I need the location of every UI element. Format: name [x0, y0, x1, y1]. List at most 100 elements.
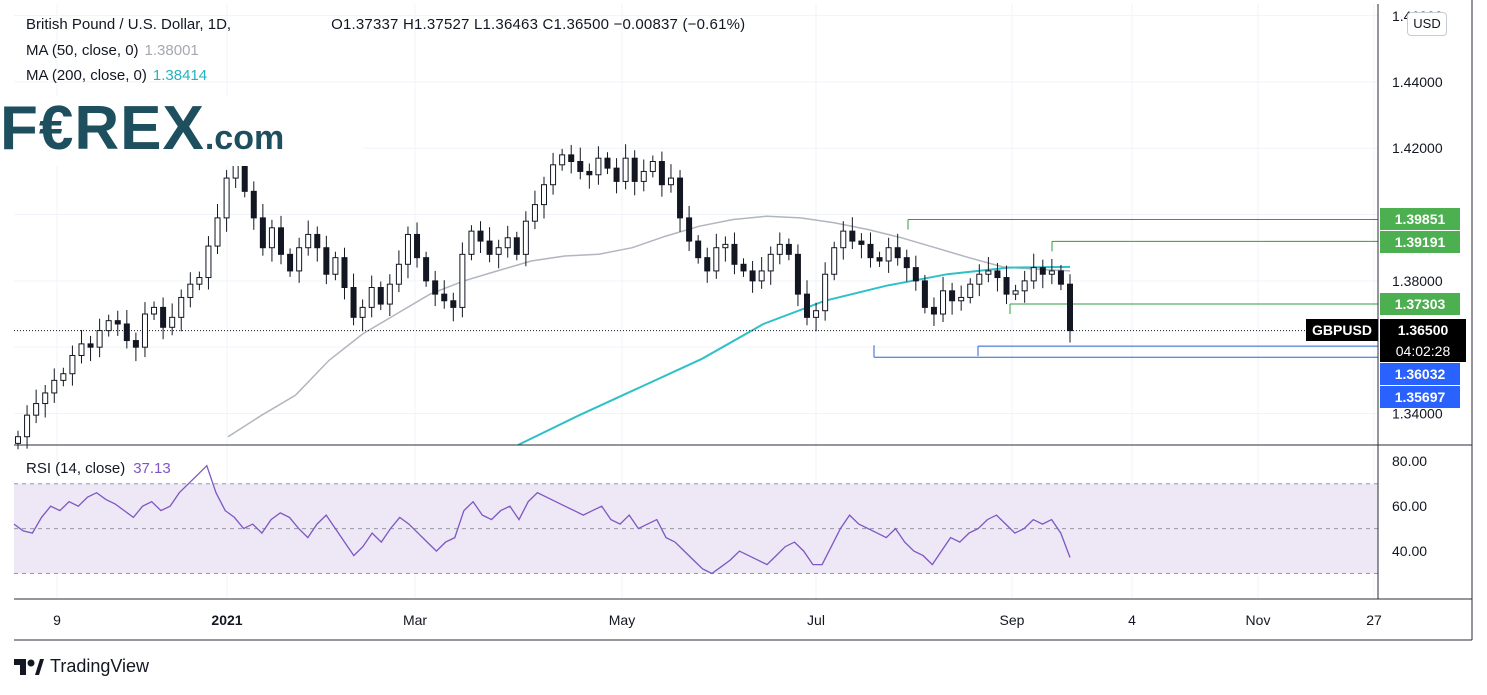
rsi-line-group	[13, 464, 1071, 575]
countdown-label: 04:02:28	[1396, 343, 1451, 359]
candle-body	[250, 190, 257, 219]
candle-body	[259, 217, 266, 249]
time-tick-label: 27	[1366, 612, 1382, 628]
candle-body	[722, 243, 729, 249]
price-labels: 1.39851 1.39191 1.37303 1.36032 1.35697 GBPUS…	[1306, 208, 1466, 408]
candle-body	[432, 280, 439, 295]
candle-body	[323, 247, 330, 275]
level-label: 1.36032	[1395, 366, 1446, 382]
candle-body	[268, 227, 275, 249]
time-tick-label: Jul	[807, 612, 825, 628]
time-tick-label: 9	[53, 612, 61, 628]
candle-body	[105, 320, 112, 332]
level-label-bg	[1380, 293, 1460, 315]
candle-body	[749, 270, 756, 282]
currency-badge[interactable]: USD	[1407, 12, 1447, 36]
candle-body	[541, 184, 547, 206]
candle-body	[713, 247, 720, 272]
time-tick-label: 2021	[211, 612, 242, 628]
candle-body	[958, 296, 965, 302]
candle-body	[495, 247, 502, 255]
candle-body	[87, 343, 94, 348]
candle-body	[287, 253, 294, 272]
candle-body	[613, 167, 620, 182]
candle-body	[359, 306, 366, 318]
candle-body	[423, 257, 430, 282]
symbol-legend[interactable]: British Pound / U.S. Dollar, 1D, O1.37337…	[26, 16, 745, 33]
candle-body	[921, 280, 928, 308]
symbol-tag: GBPUSD	[1312, 322, 1372, 338]
candle-body	[912, 267, 919, 282]
candle-body	[667, 177, 674, 186]
rsi-tick-label: 40.00	[1392, 543, 1427, 559]
candle-body	[504, 237, 511, 249]
candle-body	[649, 161, 656, 172]
candle-body	[350, 287, 357, 318]
candle-body	[903, 257, 910, 269]
candle-body	[840, 230, 847, 249]
level-label-bg	[1380, 231, 1460, 253]
candle-body	[296, 247, 303, 272]
candle-body	[513, 237, 520, 255]
candle-body	[341, 257, 348, 289]
price-tick-label: 1.38000	[1392, 273, 1443, 289]
level-label: 1.39191	[1395, 234, 1446, 250]
candle-body	[151, 306, 158, 315]
ma50-legend[interactable]: MA (50, close, 0) 1.38001	[26, 42, 199, 59]
ma50-label: MA (50, close, 0)	[26, 42, 139, 59]
candle-body	[169, 316, 176, 328]
candle-body	[994, 270, 1001, 279]
rsi-band	[14, 483, 1378, 575]
candle-body	[332, 257, 339, 275]
candle-body	[305, 233, 312, 249]
level-label-bg	[1380, 363, 1460, 385]
ma200-line-group	[517, 265, 1071, 446]
current-price-bg	[1380, 319, 1466, 362]
candle-body	[1067, 283, 1073, 332]
candle-body	[522, 220, 529, 255]
candle-body	[794, 253, 801, 295]
rsi-tick-label: 60.00	[1392, 498, 1427, 514]
candle-body	[622, 157, 629, 182]
candle-body	[758, 270, 765, 282]
candle-body	[604, 157, 611, 169]
ma50-line	[227, 215, 1071, 438]
candle-body	[404, 233, 411, 265]
tradingview-brand[interactable]: TradingView	[14, 656, 149, 677]
level-label: 1.35697	[1395, 389, 1446, 405]
time-tick-label: 4	[1128, 612, 1136, 628]
forex-logo: F€REX.com	[0, 96, 364, 166]
candle-body	[123, 323, 130, 342]
candle-body	[468, 230, 475, 255]
candle-body	[187, 283, 194, 298]
level-label-bg	[1380, 386, 1460, 408]
candle-body	[967, 283, 974, 298]
time-tick-label: Sep	[1000, 612, 1025, 628]
level-label: 1.37303	[1395, 296, 1446, 312]
candle-body	[640, 170, 647, 182]
candle-body	[568, 154, 575, 163]
candle-body	[1012, 290, 1019, 295]
rsi-value: 37.13	[133, 460, 171, 477]
candle-body	[595, 157, 602, 176]
rsi-legend[interactable]: RSI (14, close) 37.13	[26, 460, 171, 477]
candle-body	[1057, 270, 1064, 285]
candle-body	[96, 330, 103, 348]
axes: 1.340001.380001.420001.440001.4600092021…	[14, 0, 1473, 641]
candle-body	[42, 392, 49, 405]
ma200-line	[517, 265, 1071, 446]
candle-body	[930, 306, 937, 315]
logo-main: F€REX	[0, 94, 205, 163]
candle-body	[885, 247, 892, 262]
candle-body	[1039, 267, 1046, 275]
ma50-value: 1.38001	[144, 42, 199, 59]
level-label-bg	[1380, 208, 1460, 230]
candle-body	[1021, 280, 1028, 292]
candle-body	[60, 373, 67, 381]
candle-body	[1030, 267, 1037, 282]
candle-body	[559, 154, 566, 166]
candle-body	[441, 293, 448, 302]
candle-body	[586, 170, 593, 176]
ma200-legend[interactable]: MA (200, close, 0) 1.38414	[26, 67, 207, 84]
